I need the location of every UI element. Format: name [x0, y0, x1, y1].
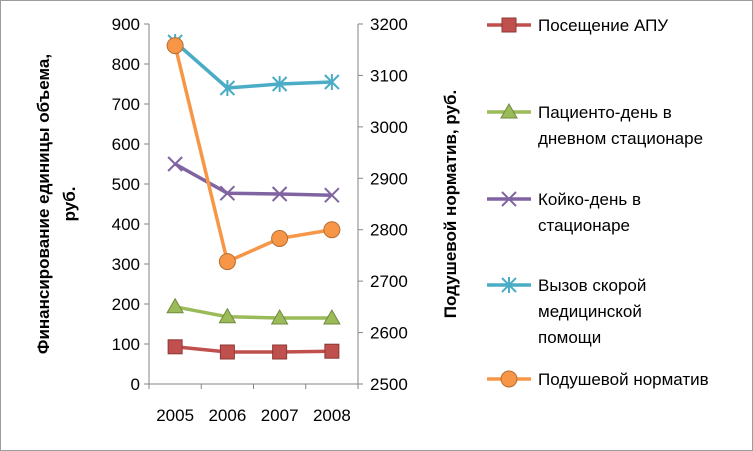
- series-2-point: [324, 187, 340, 203]
- left-y-tick-label: 100: [112, 335, 140, 354]
- legend-label-4: Подушевой норматив: [538, 370, 709, 389]
- left-y-tick-label: 900: [112, 15, 140, 34]
- x-tick-label: 2007: [261, 406, 299, 425]
- series-4-point: [323, 221, 341, 239]
- right-y-tick-label: 3200: [370, 15, 408, 34]
- series-2-point: [219, 185, 236, 201]
- x-tick-label: 2006: [208, 406, 246, 425]
- x-tick-label: 2005: [156, 406, 194, 425]
- series-1-point: [218, 307, 237, 324]
- series-line-2: [174, 162, 332, 197]
- legend-label-0: Посещение АПУ: [538, 16, 668, 35]
- legend-label-1: Пациенто-день в: [538, 103, 672, 122]
- legend-marker-1: [500, 102, 518, 119]
- left-y-tick-label: 0: [131, 375, 140, 394]
- left-y-axis-title-line2: руб.: [60, 187, 79, 222]
- right-y-tick-label: 2800: [370, 221, 408, 240]
- series-1-point: [166, 297, 184, 314]
- legend-label-1: дневном стационаре: [538, 129, 703, 148]
- right-y-tick-label: 2500: [370, 375, 408, 394]
- series-0-point: [272, 344, 288, 360]
- left-y-tick-label: 300: [112, 255, 140, 274]
- x-tick-label: 2008: [313, 406, 351, 425]
- plot-area: 0 100 200 300 400 500 600 700 800 900 2500 2600 2700…: [34, 15, 460, 425]
- series-0-point: [167, 339, 183, 355]
- right-y-axis-title: Подушевой норматив, руб.: [441, 90, 460, 318]
- series-2-point: [167, 156, 183, 172]
- right-y-tick-label: 2700: [370, 272, 408, 291]
- legend-label-2: Койко-день в: [538, 190, 641, 209]
- series-2-point: [271, 186, 288, 202]
- legend-marker-0: [501, 17, 517, 33]
- legend-label-3: Вызов скорой: [538, 276, 646, 295]
- series-3-point: [219, 80, 236, 96]
- left-y-tick-label: 600: [112, 135, 140, 154]
- series-0-point: [324, 343, 340, 359]
- series-line-0: [174, 345, 332, 354]
- left-y-tick-label: 800: [112, 55, 140, 74]
- series-4-point: [166, 37, 184, 55]
- series-line-3: [173, 40, 332, 90]
- right-y-tick-label: 3000: [370, 118, 408, 137]
- left-y-tick-label: 500: [112, 175, 140, 194]
- left-y-axis-title-line1: Финансирование единицы объема,: [34, 54, 53, 354]
- series-3-point: [271, 76, 288, 92]
- series-line-4: [173, 45, 333, 264]
- right-y-tick-label: 2900: [370, 169, 408, 188]
- series-1-point: [270, 308, 289, 325]
- left-y-tick-label: 400: [112, 215, 140, 234]
- legend-label-3: медицинской: [538, 302, 642, 321]
- series-0-point: [219, 344, 235, 360]
- legend-label-3: помощи: [538, 328, 601, 347]
- series-3-point: [324, 74, 340, 90]
- series-1-point: [323, 308, 341, 325]
- series-4-point: [271, 229, 289, 247]
- right-y-tick-label: 3100: [370, 66, 408, 85]
- legend-marker-2: [501, 191, 517, 207]
- left-y-tick-label: 700: [112, 95, 140, 114]
- legend-label-2: стационаре: [538, 216, 630, 235]
- left-y-tick-label: 200: [112, 295, 140, 314]
- series-4-point: [218, 253, 236, 271]
- series-line-1: [174, 305, 332, 320]
- legend: Посещение АПУ Пациенто-день в дневном стац…: [487, 16, 709, 389]
- legend-marker-3: [501, 277, 517, 293]
- legend-marker-4: [500, 370, 518, 388]
- right-y-tick-label: 2600: [370, 324, 408, 343]
